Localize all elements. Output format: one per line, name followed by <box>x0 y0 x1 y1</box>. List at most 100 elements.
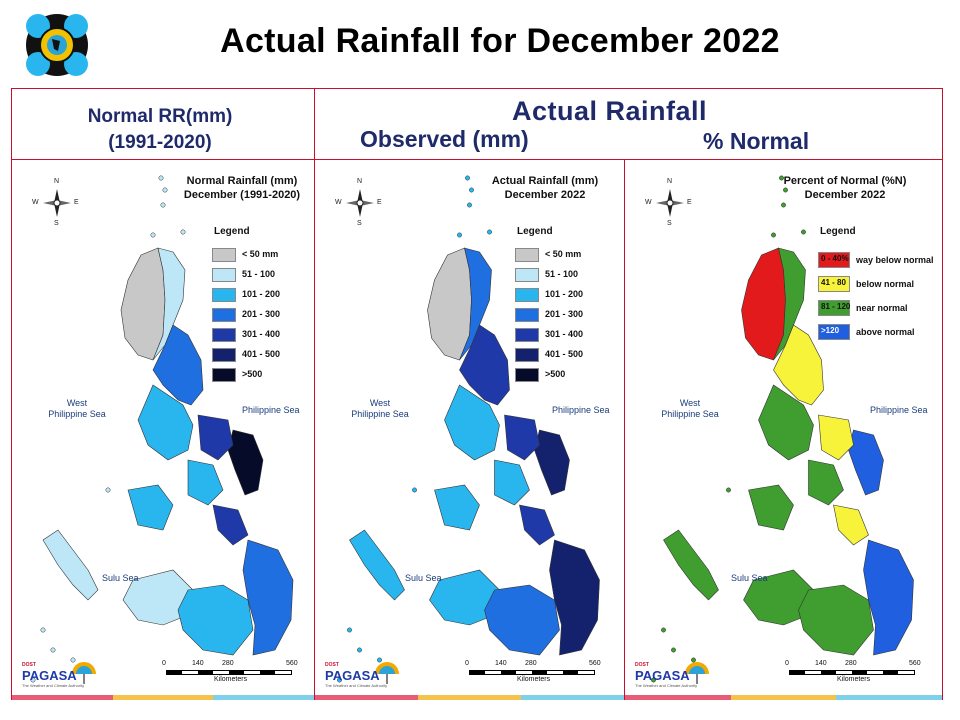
scale-bar-graphic <box>469 670 595 675</box>
map-islet <box>70 657 76 663</box>
pagasa-dost: DOST <box>325 662 339 668</box>
sea-label-line1: West <box>66 398 88 408</box>
sea-label-sulu-sea: Sulu Sea <box>102 573 139 583</box>
sea-label-line2: Philippine Sea <box>48 409 106 419</box>
legend-swatch <box>212 368 236 382</box>
panel-title: Percent of Normal (%N) December 2022 <box>775 174 915 202</box>
map-islet <box>691 657 696 663</box>
map-islet <box>357 647 362 653</box>
map-region-mindanao-east <box>242 539 294 656</box>
pagasa-badge-icon: DOST PAGASA The Weather and Climate Author… <box>20 660 98 690</box>
scale-tick: 140 <box>495 660 507 667</box>
compass-rose-icon: N S E W <box>32 178 79 227</box>
scale-bar: 0 140 280 560 Kilometers <box>785 660 925 686</box>
scale-tick: 140 <box>815 660 827 667</box>
panel-title-line2: December 2022 <box>504 189 586 201</box>
map-region-east-coast <box>459 324 510 406</box>
map-region-mindanao-center <box>798 584 874 656</box>
pagasa-dost: DOST <box>22 662 36 668</box>
map-islet <box>347 627 352 633</box>
map-islet <box>377 657 382 663</box>
sea-label-sulu-sea: Sulu Sea <box>731 573 768 583</box>
map-panel-actual: N S E W Actual Rainfall (mm) December 2022 Leg… <box>315 160 624 700</box>
footer-stripe <box>315 695 418 700</box>
legend-swatch <box>515 328 539 342</box>
pagasa-tagline: The Weather and Climate Authority <box>325 683 388 688</box>
map-region-visayas-east <box>818 414 869 546</box>
map-islet <box>651 677 656 683</box>
legend-label: >500 <box>545 369 566 379</box>
map-region-north-west <box>741 247 786 361</box>
compass-rose-icon: N S E W <box>645 178 692 227</box>
header-normal: Normal RR(mm) (1991-2020) <box>30 104 290 156</box>
scale-bar: 0 140 280 560 Kilometers <box>465 660 605 686</box>
legend-swatch <box>212 288 236 302</box>
map-region-east-coast <box>773 324 824 406</box>
map-region-samar <box>534 429 570 496</box>
scale-bar: 0 140 280 560 Kilometers <box>162 660 302 686</box>
scale-tick: 560 <box>909 660 921 667</box>
sea-label-line1: West <box>369 398 391 408</box>
pagasa-wordmark: PAGASA <box>22 668 77 683</box>
compass-e: E <box>377 199 382 206</box>
map-islet <box>50 647 56 653</box>
pagasa-dost: DOST <box>635 662 649 668</box>
legend-label: near normal <box>856 303 908 313</box>
footer-stripe <box>213 695 314 700</box>
map-islet <box>783 187 788 193</box>
scale-tick: 0 <box>465 660 469 667</box>
footer-stripe <box>521 695 624 700</box>
compass-w: W <box>335 199 342 206</box>
divider <box>11 159 943 160</box>
legend-swatch <box>515 348 539 362</box>
sea-label-line1: West <box>679 398 701 408</box>
footer-stripe <box>730 695 837 700</box>
legend-swatch: 41 - 80 <box>818 276 850 292</box>
philippines-map <box>337 175 600 683</box>
legend-label: 401 - 500 <box>545 349 584 359</box>
map-islet <box>779 175 784 181</box>
scale-tick: 560 <box>589 660 601 667</box>
pagasa-logo <box>26 14 88 76</box>
legend-label: 301 - 400 <box>242 329 281 339</box>
pagasa-wordmark: PAGASA <box>325 668 380 683</box>
map-islet <box>671 647 676 653</box>
legend-swatch <box>515 248 539 262</box>
map-region-east-coast <box>152 324 204 406</box>
map-islet <box>40 627 46 633</box>
scale-unit: Kilometers <box>214 676 248 683</box>
legend-label: 101 - 200 <box>545 289 584 299</box>
legend-swatch <box>515 268 539 282</box>
legend-range: >120 <box>821 326 840 335</box>
sea-label-sulu-sea: Sulu Sea <box>405 573 442 583</box>
legend-label: < 50 mm <box>545 249 582 259</box>
legend-range: 41 - 80 <box>821 278 846 287</box>
panel-title: Actual Rainfall (mm) December 2022 <box>475 174 615 202</box>
scale-tick: 280 <box>845 660 857 667</box>
map-region-mindanao-west <box>743 569 814 626</box>
header-normal-line2: (1991-2020) <box>108 132 212 153</box>
map-region-visayas-east <box>504 414 555 546</box>
scale-bar-graphic <box>166 670 292 675</box>
compass-e: E <box>687 199 692 206</box>
map-region-mindanao-east <box>863 539 914 656</box>
map-islet <box>150 232 156 238</box>
legend-swatch <box>212 308 236 322</box>
sea-label-philippine-sea: Philippine Sea <box>552 405 610 415</box>
compass-s: S <box>54 220 59 227</box>
footer-stripe <box>112 695 214 700</box>
map-islet <box>160 202 166 208</box>
map-islet <box>180 229 186 235</box>
legend-label: 101 - 200 <box>242 289 281 299</box>
philippines-map <box>30 175 294 683</box>
pagasa-tagline: The Weather and Climate Authority <box>22 683 85 688</box>
header-actual: Actual Rainfall <box>512 96 708 126</box>
map-region-palawan <box>42 529 99 601</box>
pagasa-badge-icon: DOST PAGASA The Weather and Climate Author… <box>323 660 401 690</box>
map-region-samar <box>227 429 264 496</box>
panel-title-line1: Percent of Normal (%N) <box>783 175 907 187</box>
scale-unit: Kilometers <box>837 676 871 683</box>
map-islet <box>469 187 474 193</box>
map-islet <box>457 232 462 238</box>
map-islet <box>487 229 492 235</box>
